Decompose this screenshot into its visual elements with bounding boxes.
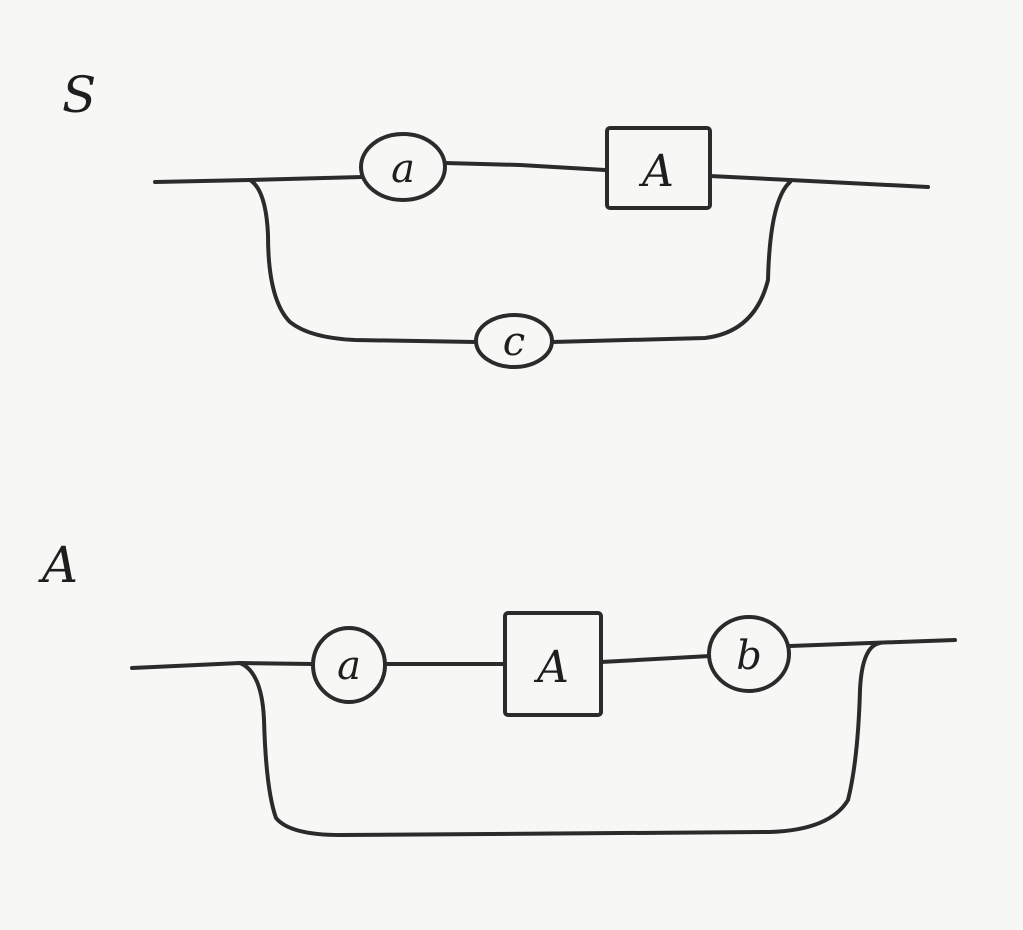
- rule-a: A a A b: [38, 536, 957, 837]
- bypass-loop-a: [238, 641, 882, 837]
- terminal-node: a: [311, 626, 387, 704]
- terminal-label: c: [503, 319, 525, 365]
- rule-name-a: A: [38, 536, 78, 594]
- nonterminal-label: A: [533, 642, 569, 693]
- nonterminal-node: A: [605, 126, 712, 210]
- terminal-node: c: [474, 313, 554, 369]
- rule-name-s: S: [62, 66, 96, 124]
- terminal-node: b: [707, 615, 791, 693]
- terminal-node: a: [359, 132, 447, 202]
- terminal-label: a: [391, 146, 415, 192]
- nonterminal-label: A: [638, 146, 674, 197]
- rule-s: S a A c: [62, 66, 930, 369]
- terminal-label: b: [736, 633, 762, 679]
- bypass-loop-s: [248, 178, 792, 344]
- nonterminal-node: A: [503, 611, 603, 717]
- terminal-label: a: [337, 643, 361, 689]
- main-line-s: [153, 161, 930, 189]
